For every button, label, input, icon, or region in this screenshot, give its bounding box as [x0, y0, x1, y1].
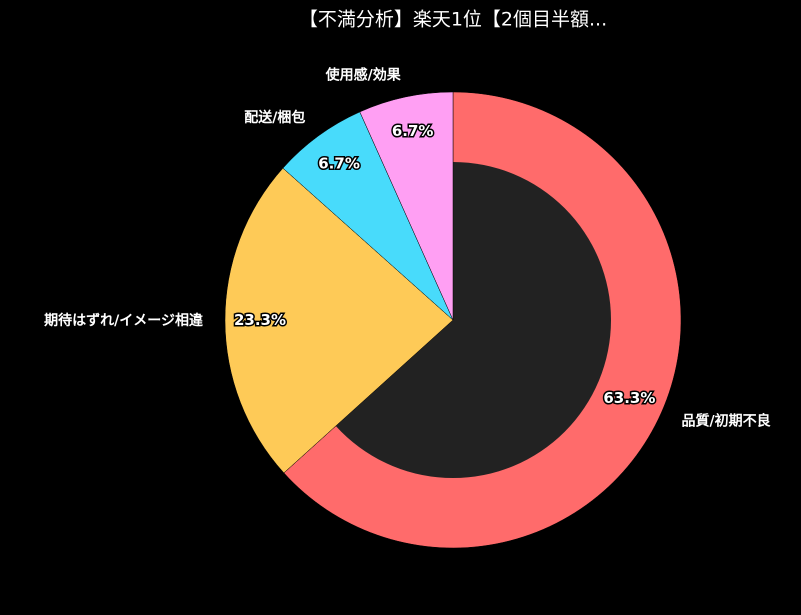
value-label: 6.7%	[318, 155, 360, 173]
value-label: 23.3%	[234, 311, 286, 329]
chart-title: 【不満分析】楽天1位【2個目半額...	[299, 9, 607, 31]
value-label: 63.3%	[603, 389, 655, 407]
category-label: 使用感/効果	[325, 67, 402, 84]
category-label: 期待はずれ/イメージ相違	[44, 312, 203, 329]
donut-slice	[359, 91, 454, 321]
category-label: 品質/初期不良	[681, 412, 770, 429]
donut-slice	[224, 167, 454, 474]
value-label: 6.7%	[392, 122, 434, 140]
category-label: 配送/梱包	[244, 109, 305, 126]
